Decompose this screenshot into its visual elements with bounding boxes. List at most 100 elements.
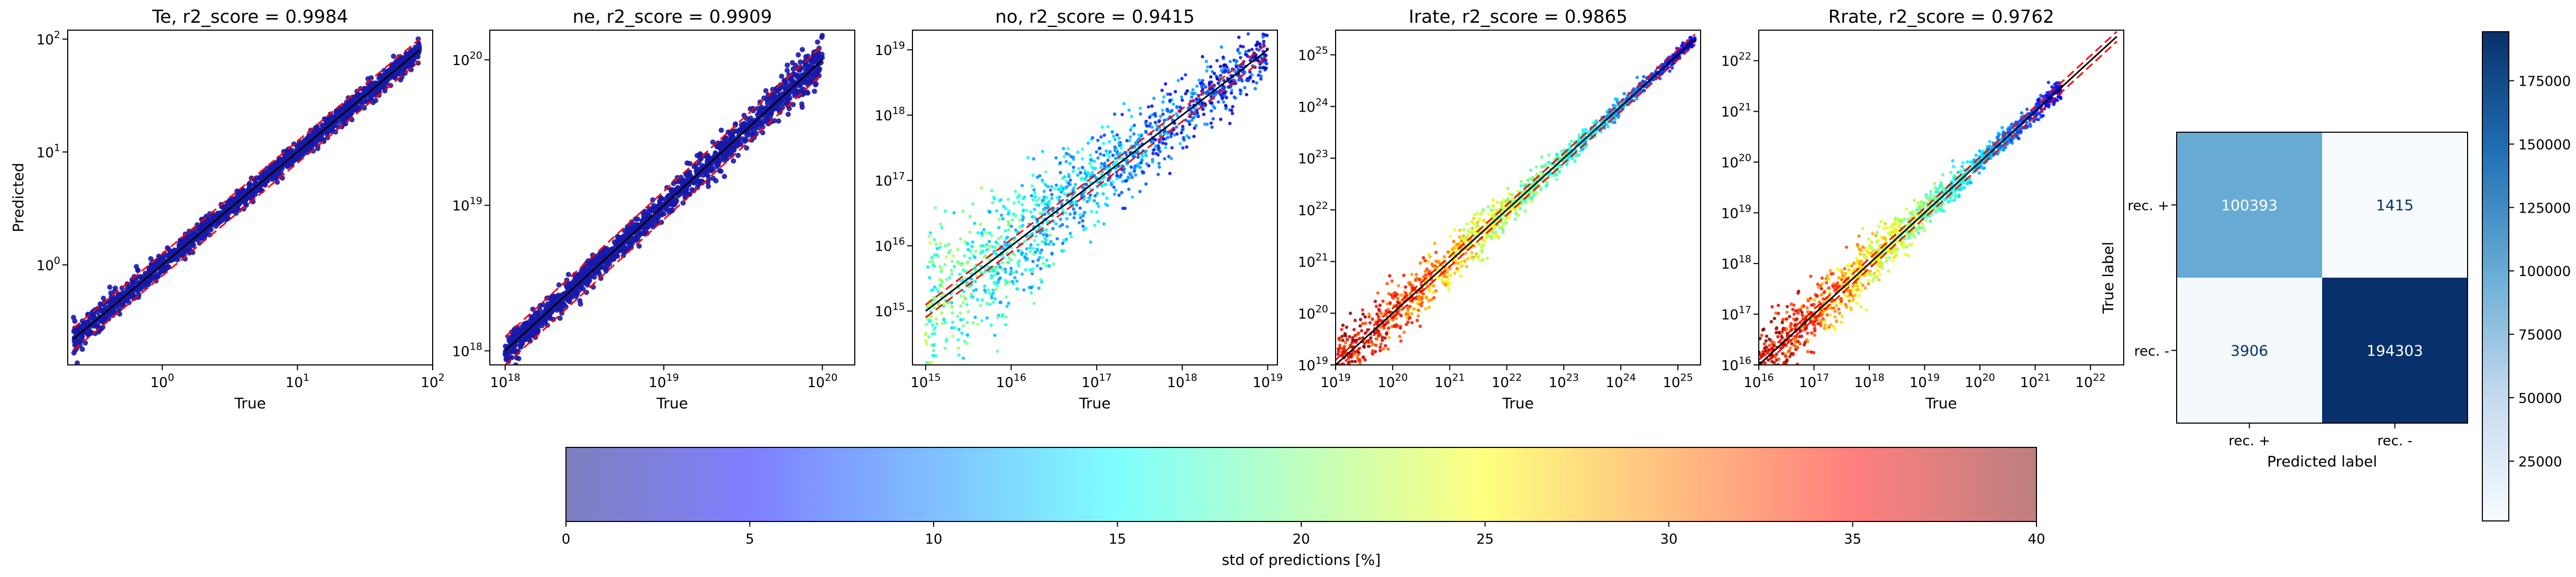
data-point — [1464, 251, 1468, 255]
data-point — [1396, 296, 1400, 300]
data-point — [1004, 323, 1008, 327]
data-point — [1031, 270, 1035, 273]
data-point — [1215, 59, 1219, 62]
data-point — [998, 265, 1002, 269]
data-point — [1004, 236, 1008, 241]
data-point — [935, 317, 938, 321]
data-point — [632, 236, 637, 242]
data-point — [1068, 178, 1072, 182]
scatter-panel-3: 1019 1020 1021 1022 1023 1024 1025101910201021… — [1298, 6, 1701, 412]
data-point — [1016, 261, 1020, 264]
data-point — [932, 298, 936, 303]
data-point — [927, 365, 930, 369]
data-point — [1117, 193, 1121, 197]
data-point — [1577, 133, 1581, 137]
data-point — [1073, 210, 1077, 215]
data-point — [1042, 261, 1045, 265]
identity-line — [505, 59, 823, 352]
data-point — [384, 69, 390, 75]
data-point — [1201, 87, 1204, 91]
data-point — [944, 320, 947, 325]
data-point — [1030, 194, 1034, 198]
data-point — [782, 78, 788, 84]
data-point — [1068, 232, 1072, 235]
data-point — [1025, 208, 1029, 213]
data-point — [770, 95, 775, 100]
data-point — [1058, 217, 1063, 221]
data-point — [190, 235, 195, 241]
data-point — [990, 274, 994, 278]
data-point — [1190, 118, 1194, 122]
data-point — [1180, 98, 1184, 102]
data-point — [1345, 325, 1348, 329]
data-point — [775, 118, 781, 124]
data-point — [1404, 285, 1408, 289]
data-point — [959, 279, 963, 282]
data-point — [509, 355, 515, 361]
data-point — [1219, 117, 1222, 121]
data-point — [705, 173, 711, 179]
data-point — [1042, 208, 1046, 212]
data-point — [1083, 168, 1087, 172]
data-point — [930, 323, 935, 327]
data-point — [970, 277, 973, 281]
data-point — [1238, 51, 1241, 55]
data-point — [1168, 93, 1172, 96]
data-point — [966, 248, 970, 252]
data-point — [1211, 117, 1215, 121]
data-point — [1545, 184, 1548, 188]
data-point — [654, 215, 660, 221]
data-point — [931, 349, 936, 352]
data-point — [1082, 197, 1086, 201]
data-point — [668, 187, 674, 193]
data-point — [1021, 209, 1025, 213]
data-point — [961, 300, 965, 304]
data-point — [1095, 202, 1099, 205]
data-point — [1140, 170, 1144, 173]
data-point — [537, 307, 543, 313]
data-point — [1023, 240, 1027, 243]
data-point — [943, 263, 947, 267]
data-point — [71, 350, 77, 356]
data-point — [401, 65, 407, 71]
data-point — [940, 285, 944, 289]
data-point — [780, 100, 785, 106]
data-point — [965, 303, 969, 307]
data-point — [1265, 33, 1269, 38]
data-point — [1230, 108, 1234, 112]
data-point — [784, 62, 790, 68]
data-point — [969, 295, 973, 299]
data-point — [1110, 130, 1114, 134]
data-point — [1485, 257, 1490, 260]
data-point — [1342, 344, 1346, 349]
data-point — [1113, 162, 1117, 166]
data-point — [713, 178, 719, 184]
data-point — [1007, 228, 1011, 232]
data-point — [936, 290, 940, 294]
data-point — [107, 285, 113, 290]
data-point — [1410, 312, 1414, 316]
data-point — [1120, 190, 1123, 195]
data-point — [357, 105, 362, 111]
data-point — [1264, 61, 1268, 65]
data-point — [1106, 125, 1110, 129]
data-point — [807, 63, 812, 69]
x-tick-label: 100 — [150, 372, 174, 391]
data-point — [563, 282, 569, 288]
data-point — [1170, 146, 1174, 150]
data-point — [149, 261, 154, 267]
data-point — [1162, 137, 1165, 141]
data-point — [1132, 169, 1136, 173]
data-point — [1234, 96, 1237, 100]
data-point — [764, 100, 770, 106]
data-point — [1260, 26, 1264, 29]
data-point — [391, 53, 396, 59]
panel-title: Te, r2_score = 0.9984 — [152, 6, 349, 28]
bound-line-lower — [925, 55, 1268, 318]
data-point — [813, 70, 819, 76]
data-point — [958, 237, 963, 241]
data-point — [1076, 173, 1080, 177]
data-point — [756, 111, 762, 116]
data-point — [1064, 152, 1068, 155]
data-point — [1000, 213, 1003, 217]
